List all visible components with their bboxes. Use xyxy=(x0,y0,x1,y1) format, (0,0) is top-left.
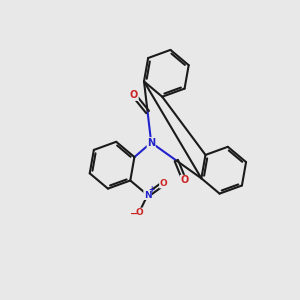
Text: N: N xyxy=(147,138,155,148)
Text: +: + xyxy=(148,185,154,194)
Text: O: O xyxy=(160,179,167,188)
Text: O: O xyxy=(135,208,143,217)
Text: −: − xyxy=(130,209,138,219)
Text: O: O xyxy=(130,90,138,100)
Text: N: N xyxy=(144,190,152,200)
Text: O: O xyxy=(180,175,188,185)
